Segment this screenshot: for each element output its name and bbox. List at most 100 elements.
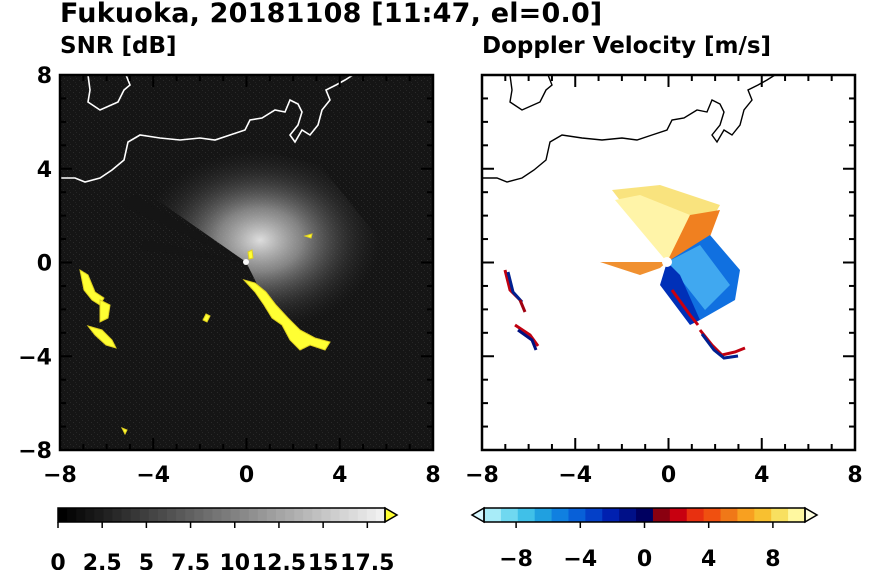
- y-tick-label: −4: [18, 345, 52, 370]
- y-tick-label: 0: [37, 252, 52, 277]
- snr-colorbar-label: 10: [219, 551, 250, 570]
- velocity-colorbar-segment: [500, 508, 519, 522]
- velocity-colorbar: −8 −4 0 4 8: [470, 506, 819, 570]
- x-tick-label: −8: [465, 463, 499, 488]
- velocity-echo-fringe: [518, 299, 527, 313]
- snr-coastline: [60, 75, 354, 183]
- velocity-colorbar-segment: [619, 508, 637, 522]
- velocity-echo-fringe: [514, 323, 540, 347]
- velocity-colorbar-segment: [602, 508, 620, 522]
- snr-colorbar-segment: [230, 508, 241, 522]
- velocity-colorbar-under-arrow: [470, 506, 485, 524]
- velocity-colorbar-segment: [585, 508, 603, 522]
- snr-saturated-echo: [99, 299, 111, 323]
- snr-colorbar-label: 0: [50, 551, 65, 570]
- snr-colorbar-segment: [112, 508, 123, 522]
- snr-axis-ticks: −8 −4 0 4 8 −8 −4 0 4 8: [18, 64, 440, 488]
- x-tick-label: −4: [558, 463, 592, 488]
- snr-colorbar-label: 2.5: [83, 551, 122, 570]
- snr-colorbar-segment: [330, 508, 341, 522]
- y-tick-label: 4: [37, 158, 52, 183]
- snr-colorbar-label: 15: [308, 551, 339, 570]
- snr-colorbar-label: 17.5: [340, 551, 394, 570]
- velocity-radar-origin: [662, 257, 672, 267]
- snr-saturated-echo: [202, 313, 211, 323]
- snr-colorbar-label: 12.5: [252, 551, 306, 570]
- snr-echo-sector: [140, 150, 380, 330]
- snr-colorbar-segment: [375, 508, 386, 522]
- snr-panel-title: SNR [dB]: [60, 33, 177, 59]
- snr-saturated-echo: [303, 233, 313, 239]
- x-tick-label: −4: [136, 463, 170, 488]
- snr-colorbar-segment: [94, 508, 104, 522]
- snr-colorbar-segment: [266, 508, 277, 522]
- snr-colorbar-segment: [103, 508, 113, 522]
- velocity-colorbar-segment: [534, 508, 553, 522]
- coastline-path: [482, 75, 776, 183]
- x-tick-label: −8: [43, 463, 77, 488]
- snr-saturated-echo: [247, 249, 254, 260]
- snr-colorbar-segment: [157, 508, 168, 522]
- velocity-echo-fringes: [503, 269, 746, 360]
- snr-colorbar-segment: [294, 508, 304, 522]
- snr-saturated-echo: [86, 325, 117, 349]
- x-tick-label: 4: [754, 463, 769, 488]
- snr-beam-blockage: [120, 195, 246, 262]
- snr-colorbar-segment: [121, 508, 132, 522]
- velocity-colorbar-label: 0: [637, 547, 652, 570]
- snr-colorbar-label: 5: [139, 551, 154, 570]
- snr-colorbar-segment: [67, 508, 77, 522]
- x-tick-label: 0: [661, 463, 676, 488]
- snr-saturated-echoes: [79, 233, 331, 436]
- velocity-colorbar-over-arrow: [804, 506, 819, 524]
- snr-colorbar-segment: [85, 508, 95, 522]
- velocity-colorbar-segment: [771, 508, 789, 522]
- figure-title: Fukuoka, 20181108 [11:47, el=0.0]: [60, 0, 603, 29]
- snr-panel: −8 −4 0 4 8 −8 −4 0 4 8: [18, 64, 440, 488]
- snr-colorbar-segment: [139, 508, 150, 522]
- snr-colorbar-segment: [321, 508, 331, 522]
- velocity-panel: −8 −4 0 4 8: [465, 73, 863, 488]
- x-tick-label: 0: [239, 463, 254, 488]
- snr-colorbar-segment: [212, 508, 222, 522]
- snr-colorbar-segment: [148, 508, 159, 522]
- velocity-colorbar-segment: [686, 508, 705, 522]
- velocity-colorbar-segment: [636, 508, 654, 522]
- snr-colorbar-segment: [176, 508, 186, 522]
- velocity-colorbar-segment: [703, 508, 722, 522]
- snr-colorbar-label: 7.5: [171, 551, 210, 570]
- velocity-approaching-inner: [615, 195, 690, 262]
- velocity-colorbar-label: 8: [765, 547, 780, 570]
- x-tick-label: 8: [847, 463, 862, 488]
- snr-colorbar-frame: [57, 507, 386, 523]
- x-tick-label: 8: [425, 463, 440, 488]
- snr-colorbar-segment: [185, 508, 195, 522]
- snr-colorbar-segment: [248, 508, 259, 522]
- snr-colorbar-segment: [285, 508, 295, 522]
- velocity-colorbar-segment: [484, 508, 502, 522]
- x-tick-label: 4: [332, 463, 347, 488]
- velocity-colorbar-segment: [551, 508, 569, 522]
- snr-colorbar-segment: [276, 508, 286, 522]
- coastline-path: [60, 75, 354, 183]
- snr-colorbar-segment: [167, 508, 177, 522]
- velocity-transition: [600, 262, 667, 275]
- velocity-echo-fringe: [670, 289, 700, 326]
- velocity-coastline: [482, 75, 776, 183]
- velocity-colorbar-segment: [720, 508, 738, 522]
- velocity-echo-fringe: [506, 271, 524, 304]
- snr-colorbar-segment: [366, 508, 377, 522]
- velocity-receding-inner: [660, 262, 700, 325]
- snr-colorbar-segment: [339, 508, 350, 522]
- snr-colorbar-segment: [58, 508, 68, 522]
- snr-colorbar-segment: [221, 508, 232, 522]
- velocity-panel-title: Doppler Velocity [m/s]: [482, 33, 772, 59]
- velocity-colorbar-segment: [754, 508, 772, 522]
- velocity-colorbar-label: −8: [499, 547, 533, 570]
- snr-colorbar-segment: [76, 508, 86, 522]
- snr-colorbar-segment: [357, 508, 368, 522]
- snr-colorbar-segment: [257, 508, 268, 522]
- velocity-transition: [667, 210, 720, 262]
- velocity-echo-fringe: [700, 333, 739, 360]
